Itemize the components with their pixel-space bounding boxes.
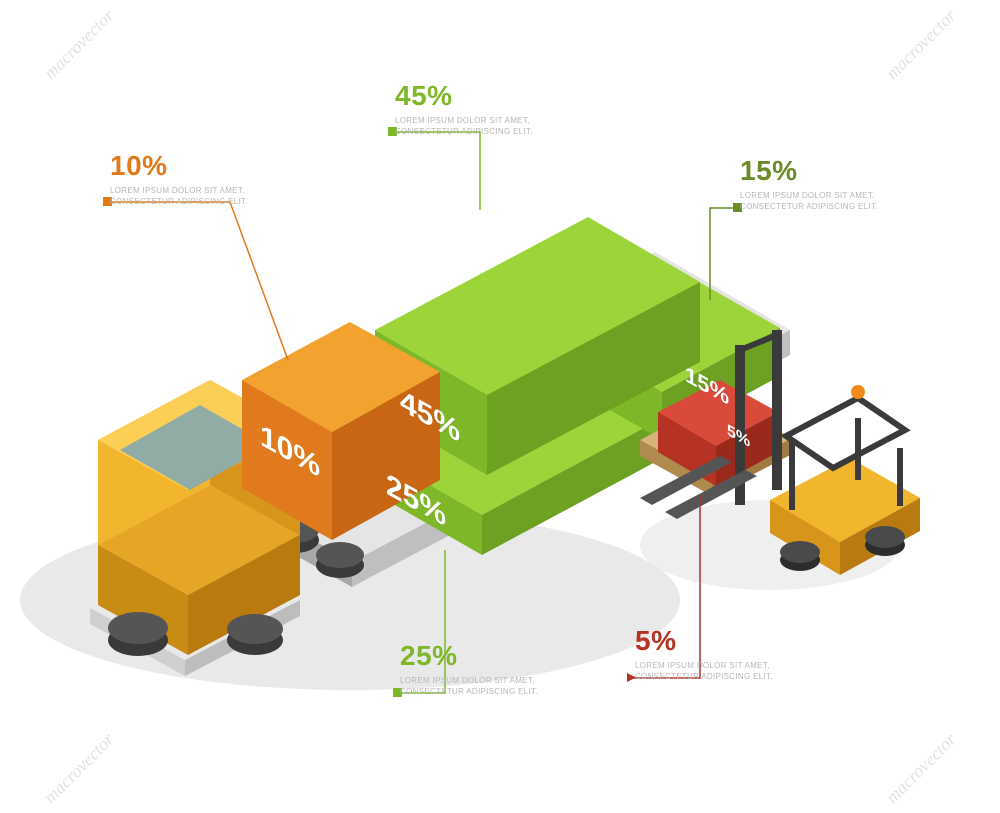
callout-15-value: 15%	[740, 155, 950, 187]
callout-25: 25% LOREM IPSUM DOLOR SIT AMET, CONSECTE…	[400, 640, 610, 698]
callout-5-value: 5%	[635, 625, 845, 657]
callout-45: 45% LOREM IPSUM DOLOR SIT AMET, CONSECTE…	[395, 80, 605, 138]
callout-45-value: 45%	[395, 80, 605, 112]
callout-45-desc: LOREM IPSUM DOLOR SIT AMET, CONSECTETUR …	[395, 116, 575, 138]
callout-25-desc: LOREM IPSUM DOLOR SIT AMET, CONSECTETUR …	[400, 676, 580, 698]
callout-15-desc: LOREM IPSUM DOLOR SIT AMET, CONSECTETUR …	[740, 191, 920, 213]
callout-25-value: 25%	[400, 640, 610, 672]
callout-10-value: 10%	[110, 150, 320, 182]
callout-15: 15% LOREM IPSUM DOLOR SIT AMET, CONSECTE…	[740, 155, 950, 213]
callout-5-desc: LOREM IPSUM DOLOR SIT AMET, CONSECTETUR …	[635, 661, 815, 683]
infographic-scene: macrovector macrovector macrovector macr…	[0, 0, 1000, 813]
callout-5: 5% LOREM IPSUM DOLOR SIT AMET, CONSECTET…	[635, 625, 845, 683]
callout-10-desc: LOREM IPSUM DOLOR SIT AMET, CONSECTETUR …	[110, 186, 290, 208]
callout-10: 10% LOREM IPSUM DOLOR SIT AMET, CONSECTE…	[110, 150, 320, 208]
